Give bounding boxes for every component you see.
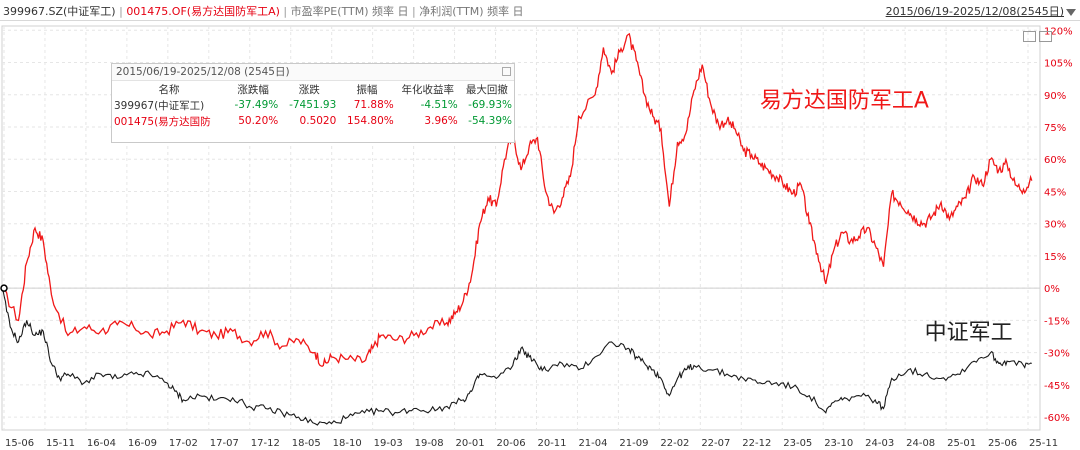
y-tick-label: 15% xyxy=(1044,252,1066,263)
stats-cell-change-pct: -37.49% xyxy=(234,99,279,111)
x-tick-label: 21-04 xyxy=(578,438,607,449)
stats-cell-annual: 3.96% xyxy=(424,115,458,127)
stats-panel-title: 2015/06/19-2025/12/08 (2545日) xyxy=(112,64,514,81)
header-separator: | xyxy=(283,5,288,18)
stats-cell-change: 0.5020 xyxy=(299,115,337,127)
y-tick-label: 60% xyxy=(1044,155,1066,166)
x-tick-label: 24-03 xyxy=(865,438,894,449)
stats-cell-drawdown: -69.93% xyxy=(468,99,512,111)
stats-cell-amplitude: 154.80% xyxy=(347,115,394,127)
plot-frame xyxy=(1,25,1041,431)
x-tick-label: 25-01 xyxy=(947,438,976,449)
y-tick-label: -30% xyxy=(1044,349,1070,360)
stats-cell-name: 001475(易方达国防 xyxy=(114,115,211,128)
x-tick-label: 15-11 xyxy=(46,438,75,449)
x-tick-label: 23-05 xyxy=(783,438,812,449)
x-tick-label: 18-05 xyxy=(292,438,321,449)
x-tick-label: 21-09 xyxy=(619,438,648,449)
dropdown-arrow-icon[interactable] xyxy=(1066,8,1076,16)
x-tick-label: 22-02 xyxy=(660,438,689,449)
date-range-text[interactable]: 2015/06/19-2025/12/08(2545日) xyxy=(885,5,1064,18)
x-tick-label: 18-10 xyxy=(333,438,362,449)
stats-cell-change-pct: 50.20% xyxy=(238,115,279,127)
comparison-line-chart[interactable]: 120% 105% 90% 75% 60% 45% 30% 15% 0% -15% -30% -45%… xyxy=(0,20,1080,450)
stats-cell-annual: -4.51% xyxy=(420,99,458,111)
stats-cell-drawdown: -54.39% xyxy=(468,115,512,127)
x-tick-label: 16-09 xyxy=(128,438,157,449)
stats-col-name: 名称 xyxy=(158,83,180,96)
stats-cell-amplitude: 71.88% xyxy=(353,99,394,111)
restore-window-icon[interactable] xyxy=(1023,31,1036,42)
series-label-fund: 易方达国防军工A xyxy=(760,89,929,114)
header-separator: | xyxy=(119,5,123,18)
x-tick-label: 17-02 xyxy=(169,438,198,449)
y-tick-label: 45% xyxy=(1044,187,1066,198)
x-tick-label: 25-11 xyxy=(1029,438,1058,449)
x-tick-label: 19-03 xyxy=(374,438,403,449)
stats-col-change: 涨跌 xyxy=(298,83,320,96)
y-tick-label: 120% xyxy=(1044,26,1073,37)
series-label-index: 中证军工 xyxy=(925,321,1013,346)
y-tick-label: -45% xyxy=(1044,381,1070,392)
header-separator: | xyxy=(412,5,416,18)
interval-stats-panel: 2015/06/19-2025/12/08 (2545日) 名称 涨跌幅 涨跌 … xyxy=(111,63,515,143)
series-line-index[interactable] xyxy=(1,288,1032,426)
y-tick-label: 105% xyxy=(1044,59,1073,70)
x-tick-label: 20-06 xyxy=(497,438,526,449)
y-tick-label: 0% xyxy=(1044,284,1060,295)
close-panel-icon[interactable] xyxy=(502,67,511,76)
y-tick-label: -15% xyxy=(1044,316,1070,327)
x-tick-label: 23-10 xyxy=(824,438,853,449)
top-header-bar: 399967.SZ(中证军工) | 001475.OF(易方达国防军工A) | … xyxy=(0,0,1080,21)
header-legend: 399967.SZ(中证军工) | 001475.OF(易方达国防军工A) | … xyxy=(3,3,524,19)
x-tick-label: 25-06 xyxy=(988,438,1017,449)
stats-col-drawdown: 最大回撤 xyxy=(465,83,508,96)
stats-col-amplitude: 振幅 xyxy=(356,83,378,96)
header-metric-profit[interactable]: 净利润(TTM) 频率 日 xyxy=(419,5,524,18)
x-tick-label: 22-12 xyxy=(742,438,771,449)
y-tick-label: 30% xyxy=(1044,220,1066,231)
header-metric-pe[interactable]: 市盈率PE(TTM) 频率 日 xyxy=(290,5,409,18)
x-tick-label: 17-07 xyxy=(210,438,239,449)
header-code-fund[interactable]: 001475.OF(易方达国防军工A) xyxy=(126,5,280,18)
header-code-index[interactable]: 399967.SZ(中证军工) xyxy=(3,5,116,18)
x-tick-label: 22-07 xyxy=(701,438,730,449)
y-tick-label: -60% xyxy=(1044,413,1070,424)
series-line-fund[interactable] xyxy=(1,32,1033,368)
stats-row-fund[interactable]: 001475(易方达国防 50.20% 0.5020 154.80% 3.96%… xyxy=(112,113,514,129)
x-tick-label: 15-06 xyxy=(5,438,34,449)
start-point-marker[interactable] xyxy=(0,284,8,292)
stats-cell-change: -7451.93 xyxy=(289,99,337,111)
x-tick-label: 20-11 xyxy=(537,438,566,449)
x-tick-label: 24-08 xyxy=(906,438,935,449)
maximize-window-icon[interactable] xyxy=(1039,31,1052,42)
stats-col-change-pct: 涨跌幅 xyxy=(237,83,269,96)
y-tick-label: 75% xyxy=(1044,123,1066,134)
stats-col-annual: 年化收益率 xyxy=(401,83,455,96)
x-tick-label: 20-01 xyxy=(456,438,485,449)
x-tick-label: 19-08 xyxy=(415,438,444,449)
date-range-selector[interactable]: 2015/06/19-2025/12/08(2545日) xyxy=(886,3,1076,19)
stats-table: 名称 涨跌幅 涨跌 振幅 年化收益率 最大回撤 399967(中证军工) -37… xyxy=(112,81,514,129)
y-tick-label: 90% xyxy=(1044,91,1066,102)
stats-cell-name: 399967(中证军工) xyxy=(114,99,205,112)
stats-row-index[interactable]: 399967(中证军工) -37.49% -7451.93 71.88% -4.… xyxy=(112,97,514,113)
x-tick-label: 16-04 xyxy=(87,438,116,449)
stats-header-row: 名称 涨跌幅 涨跌 振幅 年化收益率 最大回撤 xyxy=(112,81,514,97)
x-tick-label: 17-12 xyxy=(251,438,280,449)
